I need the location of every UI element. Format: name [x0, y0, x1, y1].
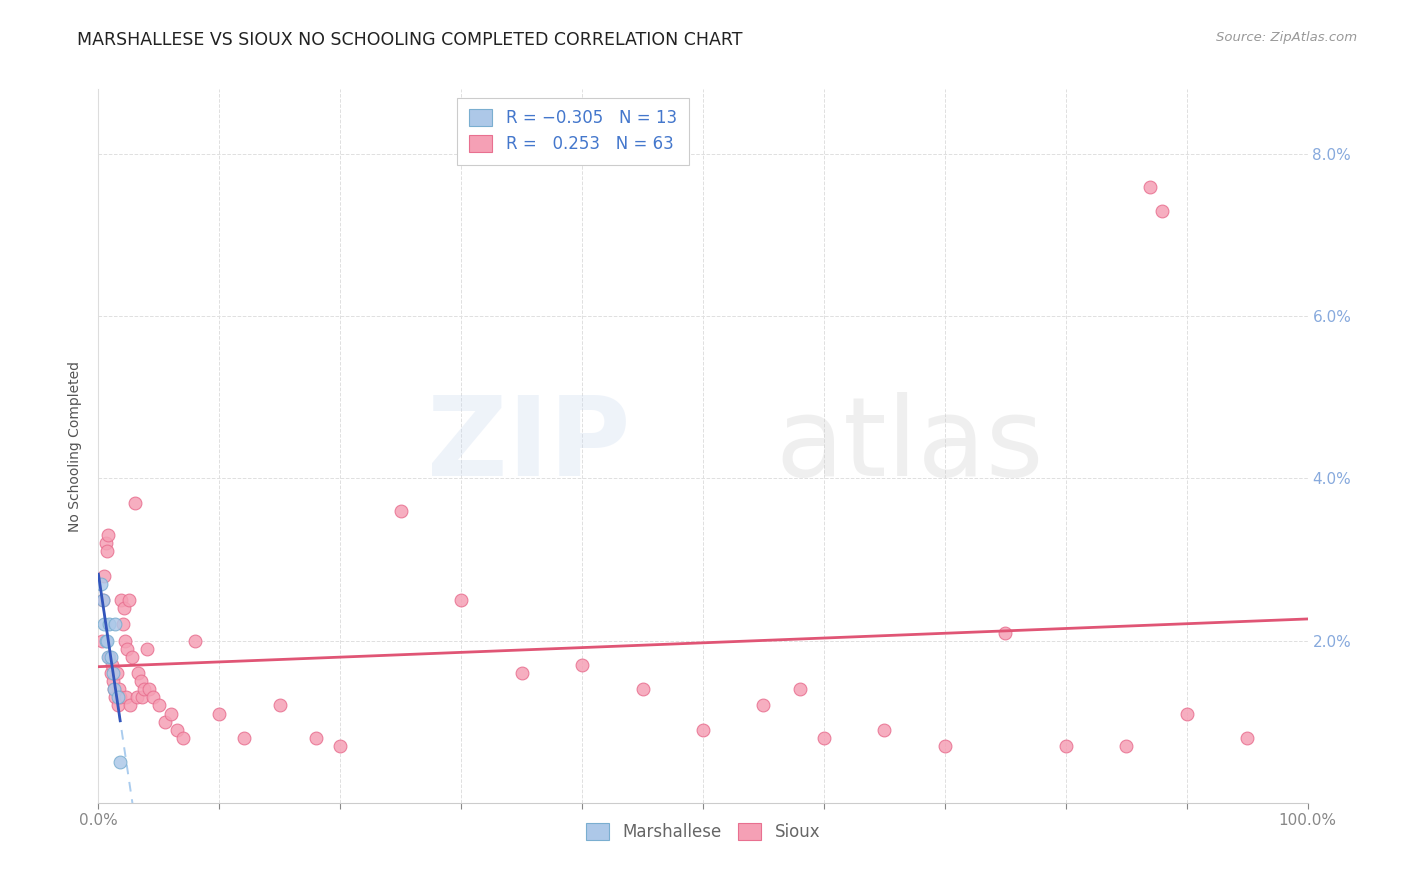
Point: [269, 698, 291, 713]
Point: [98, 617, 121, 632]
Point: [1152, 203, 1174, 218]
Point: [329, 739, 352, 753]
Point: [208, 706, 231, 721]
Point: [101, 666, 124, 681]
Point: [129, 674, 152, 689]
Point: [121, 649, 143, 664]
Point: [752, 698, 775, 713]
Point: [571, 657, 593, 672]
Y-axis label: No Schooling Completed: No Schooling Completed: [69, 360, 83, 532]
Point: [101, 674, 124, 689]
Point: [91, 593, 114, 607]
Point: [100, 657, 122, 672]
Point: [138, 682, 160, 697]
Point: [692, 723, 714, 737]
Point: [166, 723, 188, 737]
Point: [97, 649, 120, 664]
Point: [96, 544, 118, 558]
Point: [1115, 739, 1137, 753]
Point: [93, 617, 115, 632]
Point: [91, 593, 114, 607]
Point: [117, 641, 139, 656]
Point: [305, 731, 328, 745]
Point: [153, 714, 176, 729]
Point: [94, 633, 117, 648]
Point: [111, 617, 134, 632]
Point: [108, 690, 131, 705]
Point: [510, 666, 533, 681]
Point: [98, 649, 121, 664]
Point: [873, 723, 896, 737]
Point: [389, 504, 412, 518]
Point: [134, 682, 156, 697]
Point: [142, 690, 165, 705]
Point: [135, 641, 157, 656]
Point: [108, 756, 131, 770]
Point: [112, 601, 135, 615]
Point: [450, 593, 472, 607]
Point: [103, 682, 125, 697]
Point: [631, 682, 654, 697]
Point: [131, 690, 153, 705]
Point: [184, 633, 207, 648]
Point: [118, 698, 141, 713]
Point: [100, 649, 122, 664]
Point: [108, 682, 131, 697]
Point: [127, 690, 149, 705]
Point: [1139, 179, 1161, 194]
Point: [124, 496, 146, 510]
Point: [1236, 731, 1258, 745]
Point: [91, 633, 114, 648]
Point: [93, 568, 115, 582]
Point: [148, 698, 170, 713]
Point: [172, 731, 194, 745]
Point: [1054, 739, 1077, 753]
Point: [1175, 706, 1198, 721]
Text: atlas: atlas: [776, 392, 1045, 500]
Point: [104, 690, 127, 705]
Point: [96, 633, 118, 648]
Point: [103, 682, 125, 697]
Point: [789, 682, 811, 697]
Text: ZIP: ZIP: [427, 392, 630, 500]
Point: [107, 690, 129, 705]
Point: [105, 666, 128, 681]
Point: [100, 666, 122, 681]
Point: [934, 739, 956, 753]
Point: [115, 690, 138, 705]
Point: [90, 577, 112, 591]
Point: [232, 731, 254, 745]
Point: [94, 536, 117, 550]
Point: [160, 706, 183, 721]
Point: [107, 698, 129, 713]
Text: Source: ZipAtlas.com: Source: ZipAtlas.com: [1216, 31, 1357, 45]
Point: [127, 666, 149, 681]
Point: [110, 593, 132, 607]
Legend: Marshallese, Sioux: Marshallese, Sioux: [579, 816, 827, 848]
Point: [97, 528, 120, 542]
Text: MARSHALLESE VS SIOUX NO SCHOOLING COMPLETED CORRELATION CHART: MARSHALLESE VS SIOUX NO SCHOOLING COMPLE…: [77, 31, 742, 49]
Point: [813, 731, 835, 745]
Point: [118, 593, 141, 607]
Point: [114, 633, 136, 648]
Point: [104, 617, 127, 632]
Point: [994, 625, 1017, 640]
